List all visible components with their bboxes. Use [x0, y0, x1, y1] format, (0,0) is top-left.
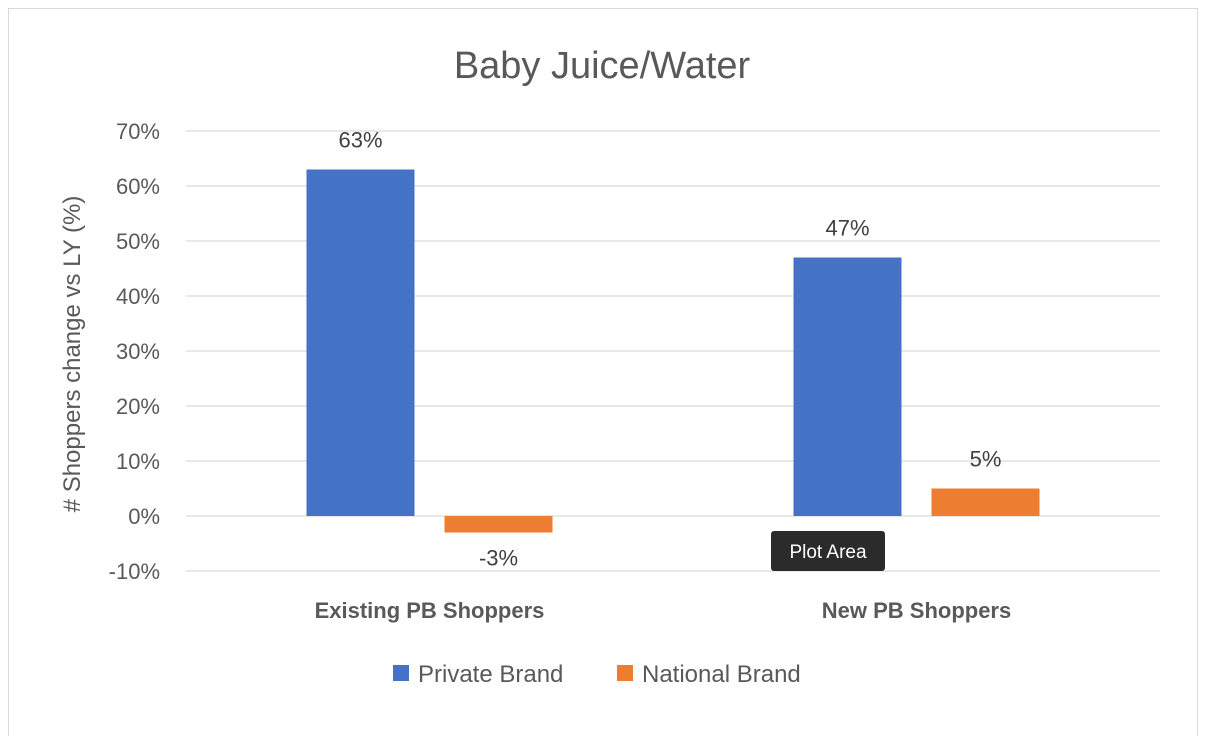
y-tick-label: -10%	[109, 559, 160, 584]
y-tick-label: 0%	[128, 504, 160, 529]
plot-area-tooltip: Plot Area	[771, 531, 885, 571]
y-tick-label: 40%	[116, 284, 160, 309]
legend: Private Brand National Brand	[393, 661, 801, 688]
x-axis-categories: Existing PB Shoppers New PB Shoppers	[315, 598, 1012, 623]
y-tick-label: 50%	[116, 229, 160, 254]
y-tick-label: 60%	[116, 174, 160, 199]
bar[interactable]	[931, 488, 1040, 517]
chart-frame	[8, 8, 1198, 736]
y-axis-ticks: -10% 0% 10% 20% 30% 40% 50% 60% 70%	[109, 119, 160, 584]
legend-label: National Brand	[642, 661, 801, 688]
data-label: -3%	[479, 546, 518, 571]
y-tick-label: 10%	[116, 449, 160, 474]
x-category-label: New PB Shoppers	[822, 598, 1011, 623]
x-category-label: Existing PB Shoppers	[315, 598, 545, 623]
legend-swatch	[393, 665, 409, 681]
legend-label: Private Brand	[418, 661, 563, 688]
y-tick-label: 30%	[116, 339, 160, 364]
data-label: 63%	[338, 128, 382, 153]
data-label: 47%	[825, 216, 869, 241]
tooltip-background	[771, 531, 885, 571]
y-tick-label: 20%	[116, 394, 160, 419]
tooltip-text: Plot Area	[789, 542, 867, 563]
chart-title: Baby Juice/Water	[454, 45, 751, 87]
bar[interactable]	[444, 516, 553, 533]
data-label: 5%	[970, 447, 1002, 472]
data-labels: 63% -3% 47% 5%	[338, 128, 1001, 571]
bar[interactable]	[793, 257, 902, 517]
legend-swatch	[617, 665, 633, 681]
bar[interactable]	[306, 169, 415, 517]
y-tick-label: 70%	[116, 119, 160, 144]
y-axis-label: # Shoppers change vs LY (%)	[59, 196, 86, 513]
bars	[306, 169, 1040, 533]
